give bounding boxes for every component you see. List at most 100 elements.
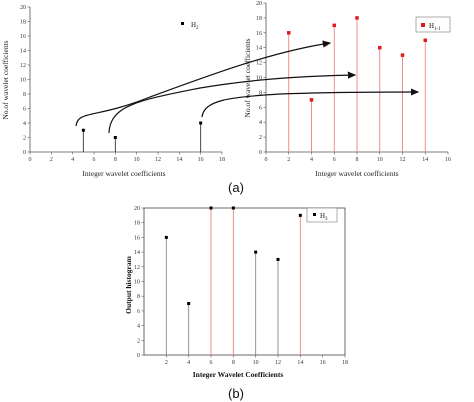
h3-y-tick-label: 10 xyxy=(134,280,140,286)
h2-point xyxy=(113,136,117,139)
h3-point xyxy=(298,213,302,217)
h2-y-tick-label: 2 xyxy=(23,136,26,142)
h2-x-tick-label: 0 xyxy=(29,157,32,163)
h3-y-tick-label: 12 xyxy=(134,265,140,271)
h1-1-x-tick-label: 4 xyxy=(310,157,313,163)
h2-x-tick-label: 16 xyxy=(198,157,204,163)
h3-x-tick-label: 10 xyxy=(253,360,259,366)
h2-y-tick-label: 10 xyxy=(20,78,26,84)
h3-legend: H 3 xyxy=(306,207,338,223)
h2-y-tick-label: 14 xyxy=(20,49,26,55)
chart-h3: 2 4 6 8 10 12 14 16 18 0 2 4 6 8 10 12 14 16 18 20 H 3 Inte… xyxy=(124,206,348,379)
h2-marks: 0 2 4 6 8 10 12 14 16 18 0 2 4 6 8 10 12 14 16 18 20 xyxy=(20,5,225,163)
h3-x-tick-label: 4 xyxy=(187,360,190,366)
h1-1-point xyxy=(287,31,291,35)
mapping-arrows xyxy=(75,40,420,134)
h2-y-tick-label: 16 xyxy=(20,34,26,40)
h3-x-tick-label: 2 xyxy=(165,360,168,366)
h2-legend: H 2 xyxy=(181,21,199,31)
h1-1-y-tick-label: 16 xyxy=(256,31,262,37)
h2-x-tick-label: 4 xyxy=(71,157,74,163)
h2-y-tick-label: 6 xyxy=(23,107,26,113)
h3-plot-frame xyxy=(143,207,346,356)
h1-1-point xyxy=(355,16,359,20)
h3-point xyxy=(276,257,280,261)
h1-1-x-tick-label: 6 xyxy=(333,157,336,163)
h1-1-point xyxy=(378,45,382,50)
h3-x-tick-label: 8 xyxy=(232,360,235,366)
h2-x-tick-label: 2 xyxy=(50,157,53,163)
h1-1-y-tick-label: 2 xyxy=(259,135,262,141)
h1-1-legend-label: H xyxy=(429,22,434,30)
h3-x-tick-label: 16 xyxy=(320,360,326,366)
h1-1-x-axis-label: Integer wavelet coefficients xyxy=(315,169,398,178)
h2-x-tick-label: 8 xyxy=(114,157,117,163)
h1-1-x-tick-label: 0 xyxy=(265,157,268,163)
h2-point xyxy=(81,128,85,132)
h1-1-y-tick-label: 14 xyxy=(256,46,262,52)
h1-1-y-tick-label: 10 xyxy=(256,76,262,82)
h3-x-tick-label: 12 xyxy=(275,360,281,366)
h2-legend-marker xyxy=(181,22,184,25)
h3-legend-marker xyxy=(313,213,316,216)
h2-x-axis-label: Integer wavelet coefficients xyxy=(82,169,165,178)
h2-y-tick-label: 12 xyxy=(20,63,26,69)
h2-x-tick-label: 14 xyxy=(176,157,182,163)
h1-1-x-tick-label: 12 xyxy=(400,157,406,163)
h1-1-legend-subscript: 1-1 xyxy=(434,27,441,32)
arrow-8-to-h1-1 xyxy=(108,71,357,134)
h2-x-tick-label: 10 xyxy=(134,157,140,163)
h3-point xyxy=(231,206,235,210)
h3-y-tick-label: 16 xyxy=(134,235,140,241)
h2-y-tick-label: 4 xyxy=(23,121,26,127)
h3-y-tick-label: 2 xyxy=(137,338,140,344)
h1-1-point xyxy=(309,98,314,102)
h1-1-y-tick-label: 20 xyxy=(256,1,262,7)
h1-1-x-tick-label: 2 xyxy=(287,157,290,163)
arrow-5-to-h1-1 xyxy=(75,40,332,127)
h2-y-axis-label: No.of wavelet coefficients xyxy=(1,40,10,119)
h3-point xyxy=(187,302,191,306)
h2-legend-label: H xyxy=(191,21,196,29)
h1-1-y-tick-label: 8 xyxy=(259,90,262,96)
h1-1-legend-marker xyxy=(421,23,425,27)
h1-1-y-tick-label: 12 xyxy=(256,61,262,67)
h1-1-point xyxy=(332,23,336,28)
caption-a: (a) xyxy=(228,180,244,195)
h3-legend-label: H xyxy=(320,212,325,220)
h1-1-y-tick-label: 18 xyxy=(256,16,262,22)
h1-1-x-tick-label: 10 xyxy=(377,157,383,163)
h3-y-tick-label: 4 xyxy=(137,324,140,330)
h1-1-point xyxy=(423,38,427,42)
h3-legend-box xyxy=(306,207,338,223)
h1-1-legend: H 1-1 xyxy=(415,16,451,33)
h3-y-axis-label: Output histogram xyxy=(124,255,133,313)
h1-1-point xyxy=(400,53,405,57)
h3-marks: 2 4 6 8 10 12 14 16 18 0 2 4 6 8 10 12 14 16 18 20 xyxy=(134,206,348,366)
h3-point xyxy=(209,206,213,210)
h3-y-tick-label: 8 xyxy=(137,294,140,300)
h1-1-y-tick-label: 6 xyxy=(259,105,262,111)
caption-b: (b) xyxy=(228,386,244,401)
h2-y-tick-label: 20 xyxy=(20,5,26,11)
h2-y-tick-label: 18 xyxy=(20,20,26,26)
h3-y-tick-label: 14 xyxy=(134,250,140,256)
h1-1-y-tick-label: 4 xyxy=(259,120,262,126)
h2-y-tick-label: 0 xyxy=(23,150,26,156)
h3-legend-subscript: 3 xyxy=(325,217,328,222)
h2-x-tick-label: 12 xyxy=(155,157,161,163)
h1-1-legend-box xyxy=(415,16,451,33)
h3-x-tick-label: 14 xyxy=(297,360,303,366)
chart-h2: 0 2 4 6 8 10 12 14 16 18 0 2 4 6 8 10 12 14 16 18 20 H 2 Int… xyxy=(1,5,225,178)
h2-point xyxy=(199,121,203,125)
h2-legend-subscript: 2 xyxy=(196,26,199,31)
h1-1-marks: 0 2 4 6 8 10 12 14 16 0 2 4 6 8 10 12 14 16 18 20 xyxy=(256,1,451,163)
h3-x-axis-label: Integer Wavelet Coefficients xyxy=(193,370,284,379)
h2-x-tick-label: 6 xyxy=(93,157,96,163)
h1-1-x-tick-label: 14 xyxy=(422,157,428,163)
h3-y-tick-label: 0 xyxy=(137,353,140,359)
h3-point xyxy=(164,235,168,239)
h2-y-tick-label: 8 xyxy=(23,92,26,98)
h3-point xyxy=(254,250,258,254)
